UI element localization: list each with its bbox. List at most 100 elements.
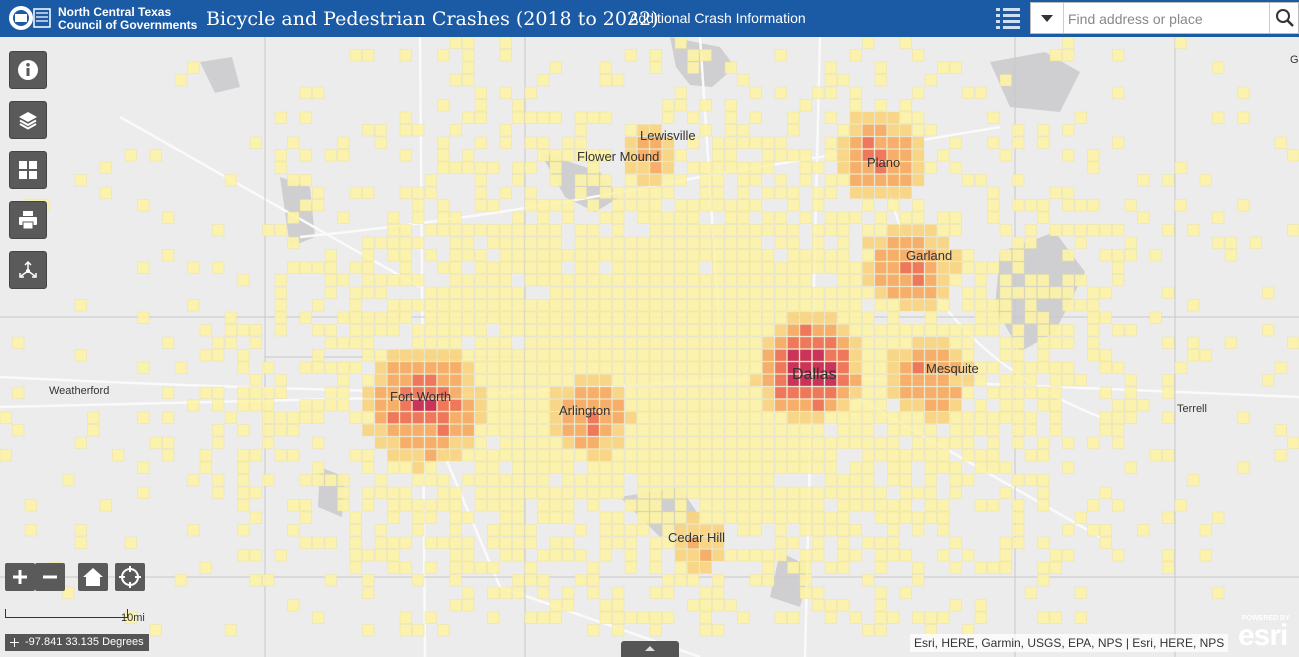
heat-cell — [824, 111, 837, 124]
print-button[interactable] — [9, 201, 47, 239]
heat-cell — [887, 374, 900, 387]
heat-cell — [862, 274, 875, 287]
heat-cell — [687, 411, 700, 424]
heat-cell — [587, 199, 600, 212]
heat-cell — [74, 436, 87, 449]
heat-cell — [249, 136, 262, 149]
heat-cell — [1274, 449, 1287, 462]
heat-cell — [674, 374, 687, 387]
logo[interactable] — [6, 3, 52, 33]
heat-cell — [1274, 136, 1287, 149]
search-source-dropdown[interactable] — [1031, 3, 1064, 33]
heat-cell — [649, 474, 662, 487]
heat-cell — [587, 624, 600, 637]
heat-cell — [524, 311, 537, 324]
heat-cell — [424, 336, 437, 349]
heat-cell — [799, 499, 812, 512]
heat-cell — [599, 461, 612, 474]
heat-cell — [462, 236, 475, 249]
coordinates-readout[interactable]: -97.841 33.135 Degrees — [5, 634, 149, 651]
additional-crash-info-link[interactable]: Additional Crash Information — [629, 10, 806, 26]
heat-cell — [774, 349, 787, 362]
heat-cell — [762, 186, 775, 199]
heat-cell — [737, 124, 750, 137]
heat-cell — [562, 599, 575, 612]
map-view[interactable]: Lewisville Flower Mound Plano Garland Da… — [0, 37, 1299, 657]
heat-cell — [449, 486, 462, 499]
heat-cell — [837, 486, 850, 499]
heat-cell — [1012, 249, 1025, 262]
heat-cell — [662, 149, 675, 162]
heat-cell — [699, 374, 712, 387]
heat-cell — [1062, 461, 1075, 474]
heat-cell — [412, 424, 425, 437]
heat-cell — [362, 586, 375, 599]
heat-cell — [899, 324, 912, 337]
heat-cell — [224, 411, 237, 424]
heat-cell — [974, 361, 987, 374]
search-button[interactable] — [1269, 3, 1299, 33]
heat-cell — [999, 374, 1012, 387]
heat-cell — [474, 161, 487, 174]
heat-cell — [874, 136, 887, 149]
heat-cell — [999, 249, 1012, 262]
heat-cell — [624, 299, 637, 312]
heat-cell — [712, 436, 725, 449]
info-button[interactable] — [9, 51, 47, 89]
heat-cell — [649, 499, 662, 512]
heat-cell — [824, 599, 837, 612]
heat-cell — [924, 436, 937, 449]
heat-cell — [299, 499, 312, 512]
layers-button[interactable] — [9, 101, 47, 139]
share-button[interactable] — [9, 251, 47, 289]
heat-cell — [474, 224, 487, 237]
heat-cell — [937, 61, 950, 74]
heat-cell — [449, 536, 462, 549]
esri-logo[interactable]: POWERED BY esri — [1236, 615, 1298, 655]
heat-cell — [512, 436, 525, 449]
heat-cell — [1199, 549, 1212, 562]
heat-cell — [749, 274, 762, 287]
heat-cell — [799, 261, 812, 274]
heat-cell — [587, 236, 600, 249]
heat-cell — [887, 236, 900, 249]
search-input[interactable] — [1066, 6, 1265, 32]
list-icon[interactable] — [993, 5, 1023, 31]
heat-cell — [512, 99, 525, 112]
heat-cell — [824, 486, 837, 499]
zoom-in-button[interactable] — [5, 563, 35, 591]
heat-cell — [574, 574, 587, 587]
heat-cell — [799, 249, 812, 262]
heat-cell — [799, 549, 812, 562]
heat-cell — [1037, 536, 1050, 549]
heat-cell — [799, 311, 812, 324]
heat-cell — [712, 149, 725, 162]
expand-panel-handle[interactable] — [621, 641, 679, 657]
heat-cell — [774, 186, 787, 199]
heat-cell — [974, 561, 987, 574]
home-button[interactable] — [78, 563, 108, 591]
heat-cell — [824, 511, 837, 524]
heat-cell — [549, 549, 562, 562]
heat-cell — [562, 149, 575, 162]
heat-cell — [637, 349, 650, 362]
heat-cell — [1112, 261, 1125, 274]
home-icon — [83, 568, 103, 586]
basemap-gallery-button[interactable] — [9, 151, 47, 189]
heat-cell — [624, 274, 637, 287]
heat-cell — [912, 224, 925, 237]
heat-cell — [512, 586, 525, 599]
locate-button[interactable] — [115, 563, 145, 591]
heat-cell — [587, 111, 600, 124]
heat-cell — [537, 324, 550, 337]
heat-cell — [287, 424, 300, 437]
heat-cell — [562, 399, 575, 412]
heat-cell — [624, 561, 637, 574]
zoom-out-button[interactable] — [35, 563, 65, 591]
heat-cell — [737, 474, 750, 487]
heat-cell — [812, 374, 825, 387]
heat-cell — [374, 399, 387, 412]
heat-cell — [1262, 324, 1275, 337]
heat-cell — [899, 511, 912, 524]
map-attribution[interactable]: Esri, HERE, Garmin, USGS, EPA, NPS | Esr… — [910, 634, 1229, 652]
